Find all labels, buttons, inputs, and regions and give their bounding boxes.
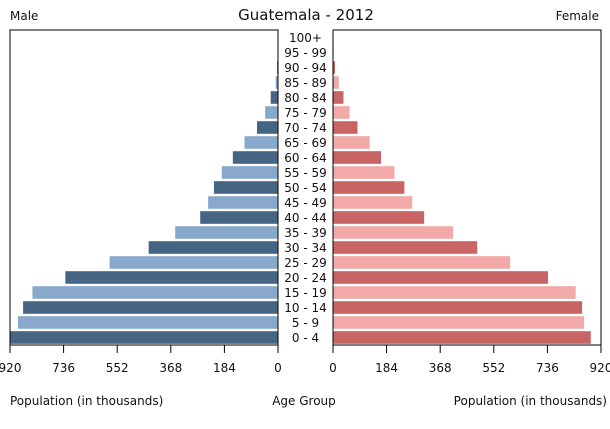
female-tick-label: 736	[536, 361, 559, 375]
female-axis-ticks: 0 184 368 552 736 920	[329, 345, 610, 375]
male-bar	[175, 226, 278, 239]
male-axis-label: Population (in thousands)	[10, 394, 163, 408]
female-tick-label: 920	[590, 361, 610, 375]
male-bar	[275, 76, 278, 89]
female-bar	[333, 61, 336, 74]
chart-title: Guatemala - 2012	[238, 6, 374, 24]
age-group-axis-label: Age Group	[272, 394, 336, 408]
female-tick-label: 184	[375, 361, 398, 375]
male-tick-label: 920	[0, 361, 21, 375]
female-bar	[333, 196, 413, 209]
male-tick-label: 0	[274, 361, 282, 375]
female-bar	[333, 91, 344, 104]
age-group-label: 65 - 69	[284, 136, 327, 150]
female-tick-label: 368	[429, 361, 452, 375]
age-group-label: 70 - 74	[284, 121, 327, 135]
male-bar	[200, 211, 278, 224]
female-header: Female	[556, 9, 599, 23]
age-group-label: 10 - 14	[284, 301, 327, 315]
age-group-label: 60 - 64	[284, 151, 327, 165]
age-group-label: 100+	[289, 31, 322, 45]
female-bar	[333, 211, 425, 224]
age-group-label: 25 - 29	[284, 256, 327, 270]
female-axis-label: Population (in thousands)	[454, 394, 607, 408]
female-bar	[333, 151, 382, 164]
male-bar	[270, 91, 278, 104]
female-bar	[333, 256, 511, 269]
male-bar	[23, 301, 278, 314]
male-bars	[10, 31, 279, 344]
male-tick-label: 552	[106, 361, 129, 375]
male-bar	[10, 331, 278, 344]
age-group-label: 75 - 79	[284, 106, 327, 120]
age-group-label: 0 - 4	[292, 331, 319, 345]
age-group-label: 55 - 59	[284, 166, 327, 180]
male-bar	[244, 136, 278, 149]
male-plot-frame	[9, 29, 279, 346]
male-bar	[109, 256, 278, 269]
female-bars	[333, 31, 591, 344]
age-group-label: 85 - 89	[284, 76, 327, 90]
male-tick-label: 736	[52, 361, 75, 375]
female-bar	[333, 331, 591, 344]
female-tick-label: 552	[482, 361, 505, 375]
male-bar	[257, 121, 278, 134]
male-bar	[208, 196, 278, 209]
male-bar	[17, 316, 279, 329]
female-bar	[333, 316, 585, 329]
age-group-label: 20 - 24	[284, 271, 327, 285]
male-header: Male	[10, 9, 38, 23]
male-bar	[32, 286, 278, 299]
age-group-label: 45 - 49	[284, 196, 327, 210]
age-group-label: 80 - 84	[284, 91, 327, 105]
female-bar	[333, 76, 339, 89]
female-plot-frame	[332, 29, 602, 346]
male-bar	[65, 271, 278, 284]
male-bar	[232, 151, 278, 164]
age-group-label: 50 - 54	[284, 181, 327, 195]
female-bar	[333, 271, 548, 284]
age-group-label: 90 - 94	[284, 61, 327, 75]
age-group-label: 30 - 34	[284, 241, 327, 255]
male-bar	[148, 241, 278, 254]
age-group-label: 40 - 44	[284, 211, 327, 225]
age-group-label: 5 - 9	[292, 316, 319, 330]
male-bar	[213, 181, 278, 194]
male-tick-label: 184	[213, 361, 236, 375]
male-bar	[265, 106, 278, 119]
female-bar	[333, 286, 576, 299]
female-bar	[333, 106, 350, 119]
female-bar	[333, 121, 358, 134]
female-bar	[333, 166, 395, 179]
male-bar	[221, 166, 278, 179]
female-bar	[333, 181, 405, 194]
female-tick-label: 0	[329, 361, 337, 375]
male-tick-label: 368	[159, 361, 182, 375]
male-axis-ticks: 0 184 368 552 736 920	[0, 345, 282, 375]
female-bar	[333, 301, 583, 314]
female-bar	[333, 226, 454, 239]
age-group-label: 35 - 39	[284, 226, 327, 240]
age-group-label: 15 - 19	[284, 286, 327, 300]
female-bar	[333, 241, 478, 254]
age-group-label: 95 - 99	[284, 46, 327, 60]
female-bar	[333, 136, 370, 149]
